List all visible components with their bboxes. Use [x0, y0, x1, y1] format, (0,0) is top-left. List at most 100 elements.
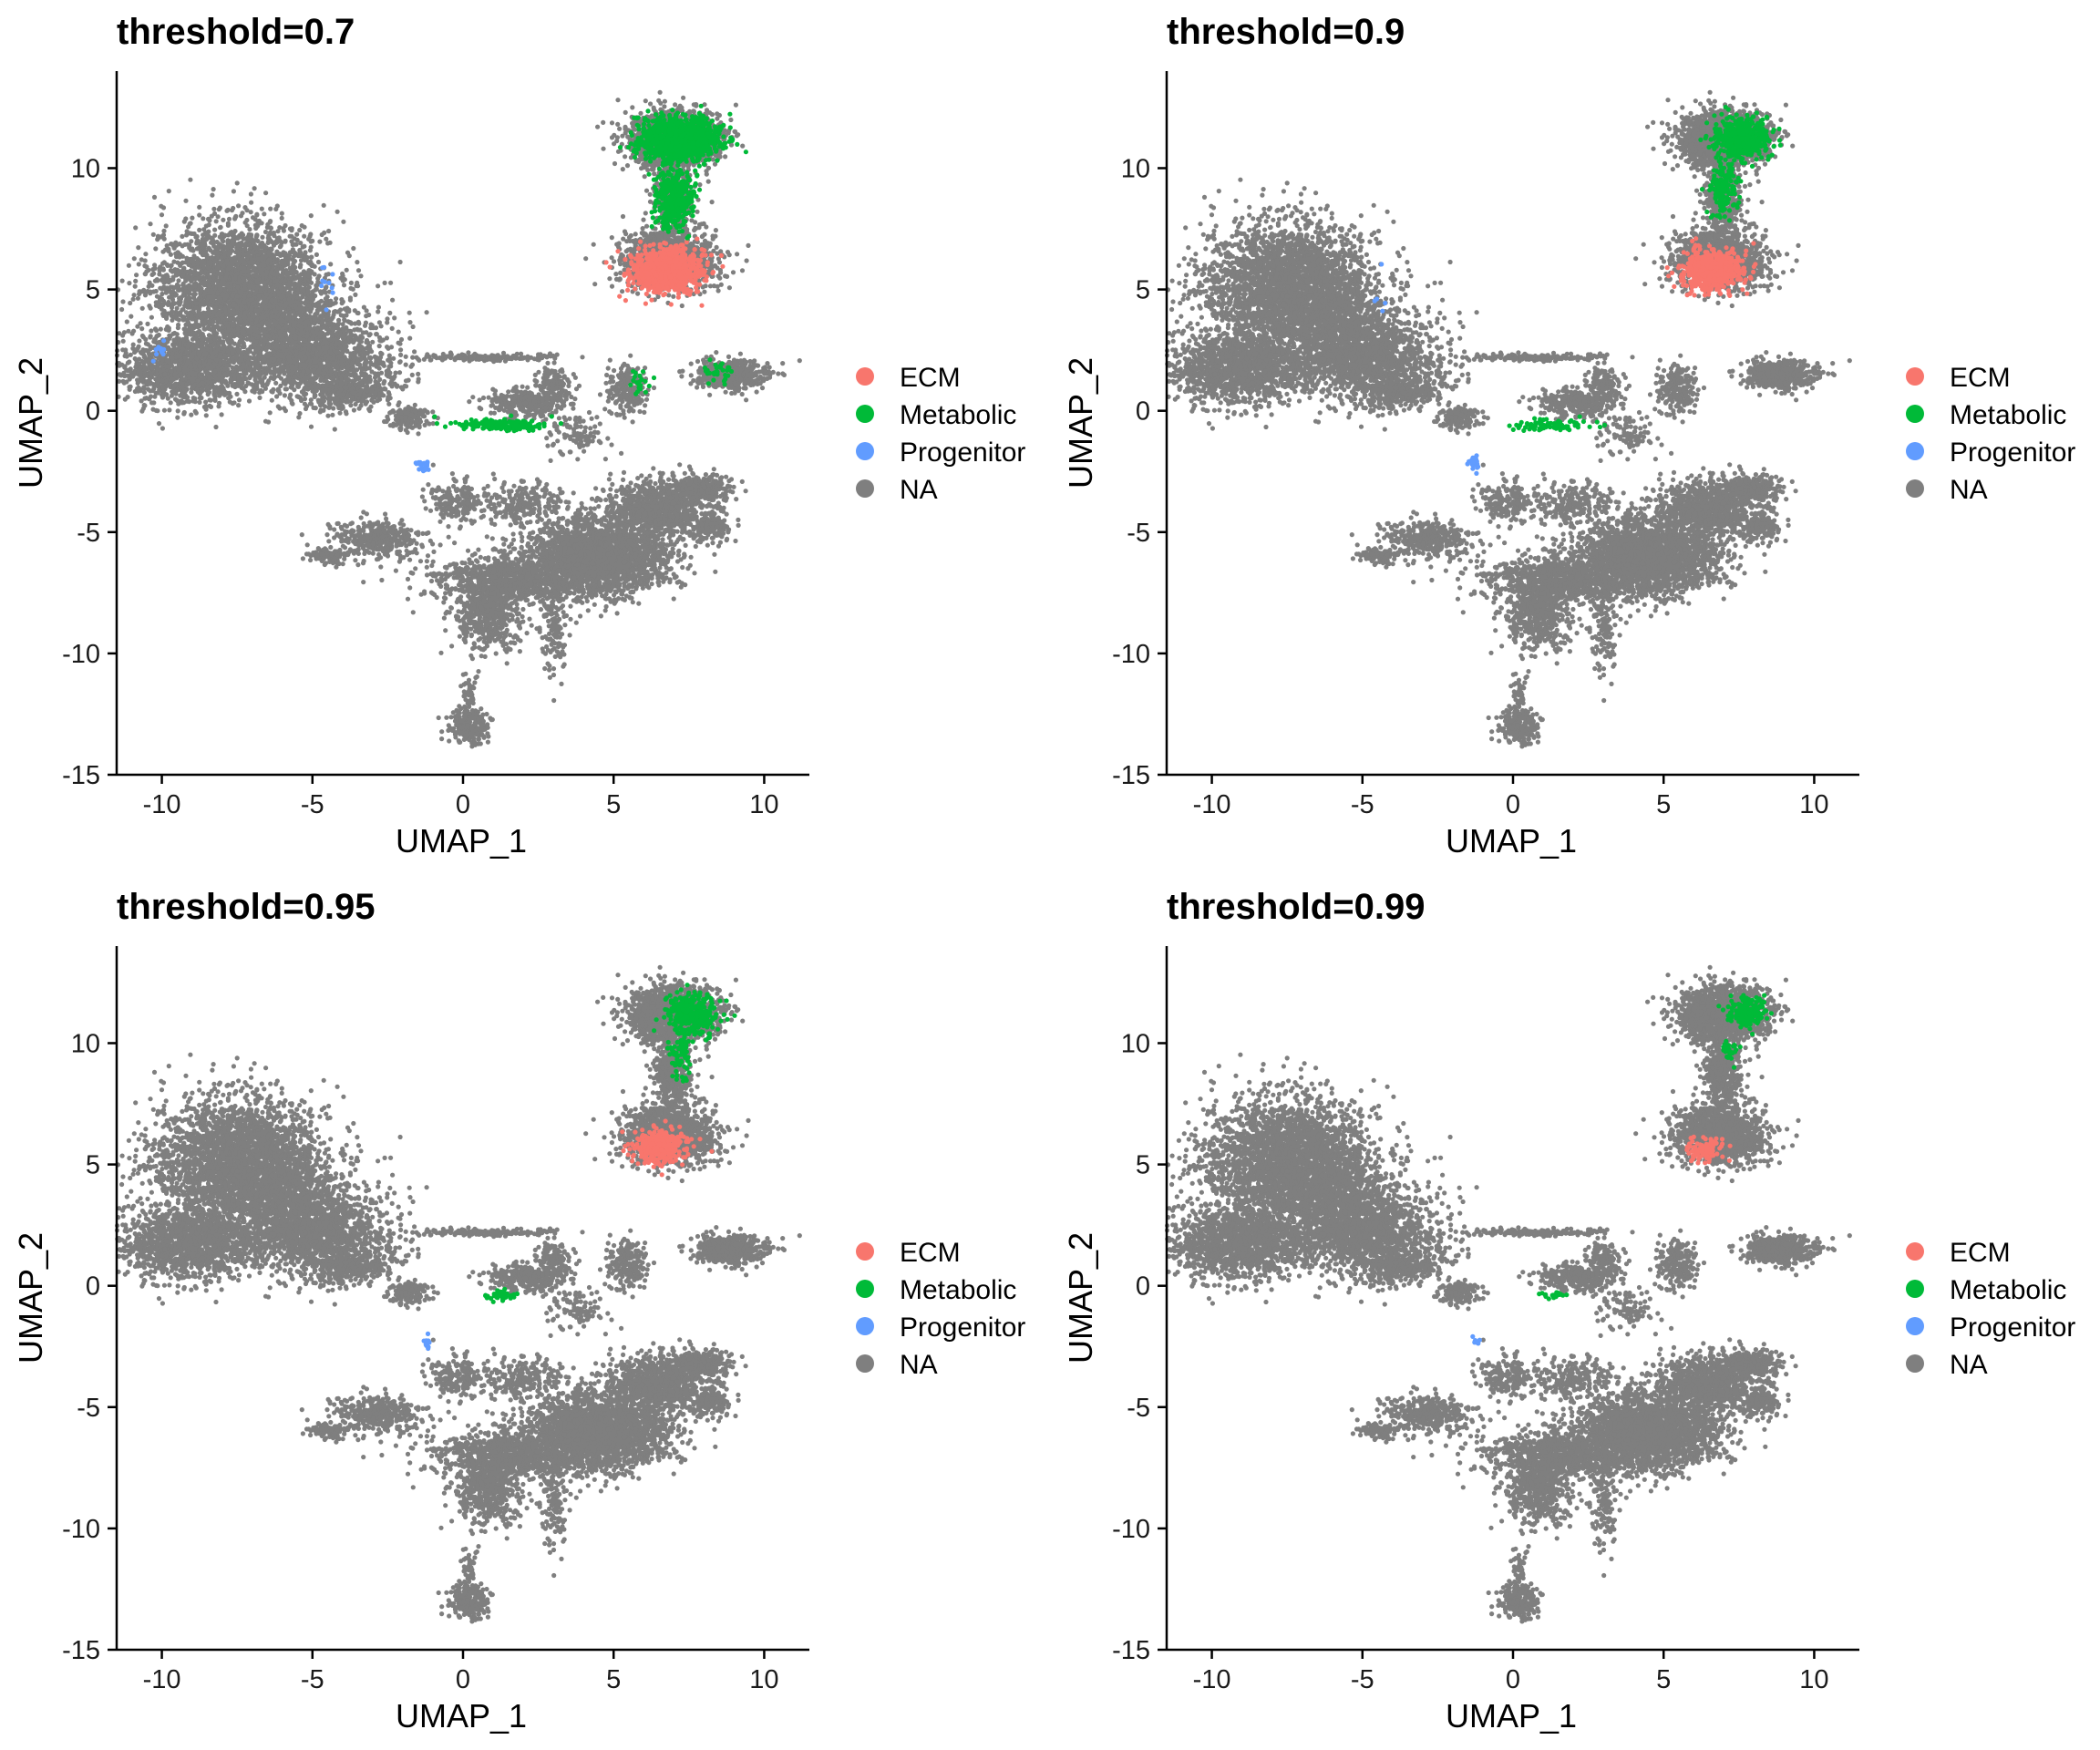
point-na — [278, 244, 283, 249]
point-na — [254, 233, 259, 238]
point-na — [192, 277, 197, 282]
point-na — [177, 254, 181, 259]
point-na — [201, 300, 206, 304]
point-na — [164, 316, 169, 321]
point-na — [212, 211, 217, 216]
point-na — [206, 230, 211, 234]
point-na — [180, 234, 184, 239]
point-na — [263, 190, 268, 195]
point-na — [170, 318, 174, 323]
point-na — [201, 216, 205, 221]
point-na — [351, 246, 355, 251]
point-na — [233, 214, 238, 219]
point-na — [144, 290, 149, 294]
point-na — [164, 223, 169, 228]
point-na — [255, 222, 260, 227]
point-na — [197, 212, 201, 217]
point-na — [119, 307, 124, 312]
panel-title: threshold=0.7 — [117, 12, 355, 52]
point-na — [179, 287, 183, 292]
point-na — [195, 246, 200, 251]
point-na — [128, 301, 132, 305]
point-na — [302, 225, 306, 230]
point-na — [160, 296, 164, 301]
point-na — [211, 291, 215, 295]
point-na — [210, 193, 214, 198]
point-na — [232, 189, 236, 193]
point-na — [207, 218, 211, 222]
point-na — [166, 303, 170, 307]
point-na — [231, 206, 235, 211]
point-na — [153, 246, 158, 251]
point-na — [160, 262, 165, 266]
point-na — [239, 213, 243, 218]
point-na — [148, 221, 152, 226]
point-na — [176, 278, 180, 283]
point-na — [159, 204, 163, 209]
point-na — [253, 244, 258, 249]
point-na — [127, 281, 131, 285]
point-na — [243, 221, 248, 225]
point-na — [219, 320, 223, 324]
point-na — [341, 220, 345, 224]
point-na — [177, 296, 181, 301]
point-na — [140, 306, 145, 311]
point-na — [149, 283, 154, 288]
point-na — [221, 218, 225, 222]
point-na — [173, 267, 178, 272]
point-na — [212, 233, 217, 238]
point-na — [151, 272, 156, 276]
point-na — [161, 266, 166, 271]
point-na — [345, 268, 349, 273]
point-na — [155, 237, 160, 242]
point-na — [297, 228, 302, 232]
point-na — [260, 235, 264, 240]
point-na — [249, 201, 253, 205]
point-na — [254, 212, 259, 217]
point-na — [252, 186, 257, 190]
point-na — [272, 242, 276, 246]
point-na — [244, 208, 249, 212]
point-na — [303, 250, 307, 254]
point-na — [225, 240, 230, 244]
point-na — [348, 286, 353, 291]
point-na — [195, 260, 200, 264]
point-na — [195, 271, 200, 275]
point-na — [139, 257, 144, 262]
point-na — [322, 203, 326, 208]
point-na — [188, 178, 192, 182]
point-na — [309, 255, 314, 260]
point-na — [189, 259, 193, 263]
point-na — [175, 283, 180, 287]
point-na — [294, 232, 299, 237]
point-na — [151, 232, 156, 237]
point-na — [237, 252, 242, 256]
point-na — [149, 306, 153, 311]
point-na — [194, 301, 199, 305]
point-na — [169, 242, 173, 246]
point-na — [169, 284, 173, 289]
point-na — [227, 217, 232, 221]
point-na — [345, 251, 350, 255]
point-na — [163, 286, 168, 291]
point-na — [188, 221, 192, 226]
point-na — [262, 211, 266, 216]
point-na — [275, 203, 280, 208]
point-na — [208, 248, 212, 252]
point-na — [334, 296, 338, 301]
point-na — [197, 228, 201, 232]
point-na — [183, 199, 188, 203]
point-na — [280, 211, 284, 216]
point-na — [204, 233, 209, 238]
point-na — [220, 238, 224, 242]
point-na — [235, 180, 240, 185]
point-na — [181, 282, 186, 286]
point-na — [218, 225, 222, 230]
point-na — [326, 229, 331, 233]
point-na — [137, 262, 141, 266]
point-na — [170, 289, 175, 293]
point-na — [302, 234, 306, 239]
point-na — [211, 207, 216, 211]
point-na — [133, 279, 138, 283]
